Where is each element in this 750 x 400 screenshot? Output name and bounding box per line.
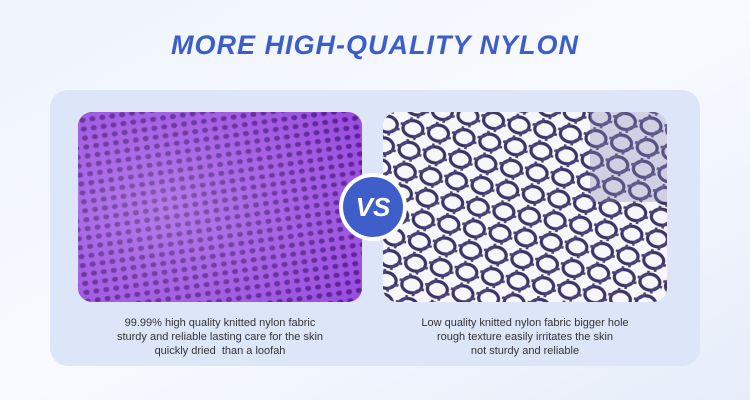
left-caption: 99.99% high quality knitted nylon fabric (125, 317, 316, 329)
right-caption: not sturdy and reliable (471, 345, 579, 357)
low-quality-fabric-image (383, 112, 667, 302)
left-caption: sturdy and reliable lasting care for the… (117, 331, 323, 343)
right-caption: rough texture easily irritates the skin (437, 331, 613, 343)
quality-fabric-image (78, 112, 362, 302)
title: MORE HIGH-QUALITY NYLON (171, 30, 579, 60)
badge-text: VS (356, 192, 391, 222)
right-caption: Low quality knitted nylon fabric bigger … (421, 317, 628, 329)
left-caption: quickly dried than a loofah (155, 345, 286, 357)
badge (343, 177, 403, 237)
